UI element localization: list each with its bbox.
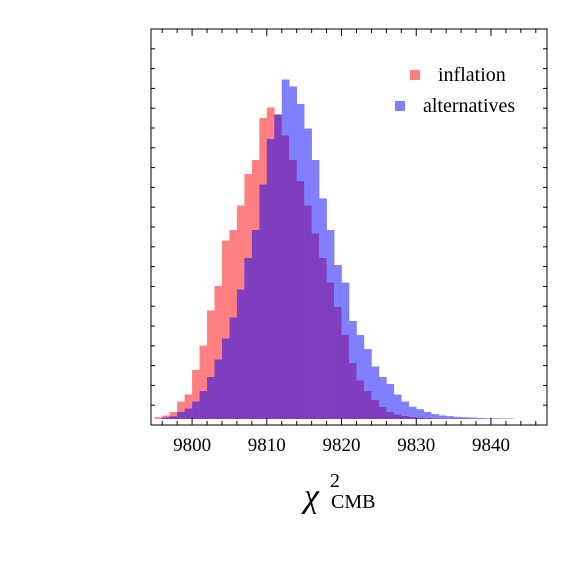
legend-label-inflation: inflation <box>438 64 506 86</box>
bar-alternatives <box>453 416 462 419</box>
bar-overlap <box>207 377 215 419</box>
bar-overlap <box>192 401 200 419</box>
bar-alternatives <box>371 366 380 400</box>
bar-overlap <box>349 363 357 419</box>
x-axis-label: χ 2 CMB <box>301 470 375 515</box>
bar-overlap <box>221 338 230 419</box>
bar-overlap <box>393 414 402 419</box>
bar-alternatives <box>281 79 290 136</box>
bar-inflation <box>236 205 245 290</box>
bar-alternatives <box>296 104 305 181</box>
bar-alternatives <box>378 377 387 407</box>
histogram-bars <box>154 79 514 419</box>
legend-label-alternatives: alternatives <box>423 95 515 117</box>
bar-alternatives <box>446 416 454 419</box>
bar-overlap <box>401 415 410 419</box>
bar-overlap <box>378 406 387 419</box>
bar-overlap <box>259 184 268 419</box>
bar-overlap <box>229 317 238 419</box>
bar-overlap <box>416 417 425 419</box>
bar-overlap <box>162 417 170 419</box>
legend-swatch-inflation <box>410 70 420 80</box>
bar-alternatives <box>438 415 447 419</box>
bar-overlap <box>251 230 260 419</box>
bar-overlap <box>356 380 365 419</box>
bar-overlap <box>311 233 320 419</box>
bar-alternatives <box>423 412 432 418</box>
bar-inflation <box>229 230 238 318</box>
bar-overlap <box>363 391 372 419</box>
bar-alternatives <box>408 406 417 417</box>
bar-overlap <box>371 399 380 419</box>
bar-alternatives <box>363 349 372 391</box>
bar-alternatives <box>311 160 320 234</box>
bar-alternatives <box>356 335 365 381</box>
x-axis-label-subscript: CMB <box>331 491 375 513</box>
x-axis-label-symbol: χ <box>301 478 320 515</box>
x-tick-label: 9800 <box>173 435 211 456</box>
bar-overlap <box>266 139 275 419</box>
x-axis-label-superscript: 2 <box>330 470 340 492</box>
bar-overlap <box>169 416 178 419</box>
bar-overlap <box>304 205 312 419</box>
bar-inflation <box>169 412 178 417</box>
bar-alternatives <box>416 409 425 418</box>
bar-alternatives <box>304 128 312 206</box>
bar-alternatives <box>341 282 350 335</box>
bar-inflation <box>214 286 223 360</box>
bar-inflation <box>162 415 170 418</box>
bar-overlap <box>177 412 185 419</box>
bar-alternatives <box>319 198 327 258</box>
bar-alternatives <box>431 414 439 419</box>
bar-overlap <box>199 391 208 419</box>
x-tick-label: 9840 <box>472 435 510 456</box>
bar-inflation <box>244 174 253 258</box>
x-tick-label: 9830 <box>397 435 435 456</box>
bar-inflation <box>266 107 275 139</box>
bar-overlap <box>431 418 439 419</box>
legend-swatch-alternatives <box>395 101 405 111</box>
bar-inflation <box>251 160 260 230</box>
bar-overlap <box>319 258 327 419</box>
legend: inflation alternatives <box>395 64 515 117</box>
bar-alternatives <box>393 394 402 415</box>
bar-overlap <box>281 135 290 419</box>
bar-alternatives <box>461 417 469 419</box>
bar-overlap <box>236 289 245 419</box>
bar-inflation <box>221 240 230 339</box>
x-tick-label: 9820 <box>323 435 361 456</box>
bar-inflation <box>192 370 200 402</box>
bar-overlap <box>184 408 193 419</box>
bar-overlap <box>326 282 335 419</box>
bar-overlap <box>244 258 253 419</box>
bar-overlap <box>274 114 283 419</box>
bar-inflation <box>177 401 185 412</box>
bar-alternatives <box>349 321 357 363</box>
bar-inflation <box>259 118 268 185</box>
bar-overlap <box>289 160 297 419</box>
bar-overlap <box>334 307 342 419</box>
bar-inflation <box>184 394 193 409</box>
x-tick-label: 9810 <box>248 435 286 456</box>
bar-inflation <box>207 310 215 377</box>
bar-overlap <box>214 359 223 419</box>
bar-overlap <box>423 417 432 419</box>
axis-ticks <box>151 29 547 425</box>
bar-alternatives <box>326 230 335 283</box>
bar-overlap <box>408 416 417 419</box>
x-tick-labels: 9800 9810 9820 9830 9840 <box>173 435 510 456</box>
bar-alternatives <box>289 86 297 160</box>
bar-alternatives <box>401 401 410 416</box>
bar-alternatives <box>468 417 477 419</box>
bar-inflation <box>199 345 208 391</box>
bar-alternatives <box>386 384 395 412</box>
bar-alternatives <box>334 265 342 307</box>
bar-overlap <box>296 181 305 419</box>
bar-alternatives <box>476 417 484 419</box>
bar-overlap <box>386 412 395 419</box>
bar-overlap <box>341 335 350 419</box>
bar-inflation <box>154 417 163 419</box>
